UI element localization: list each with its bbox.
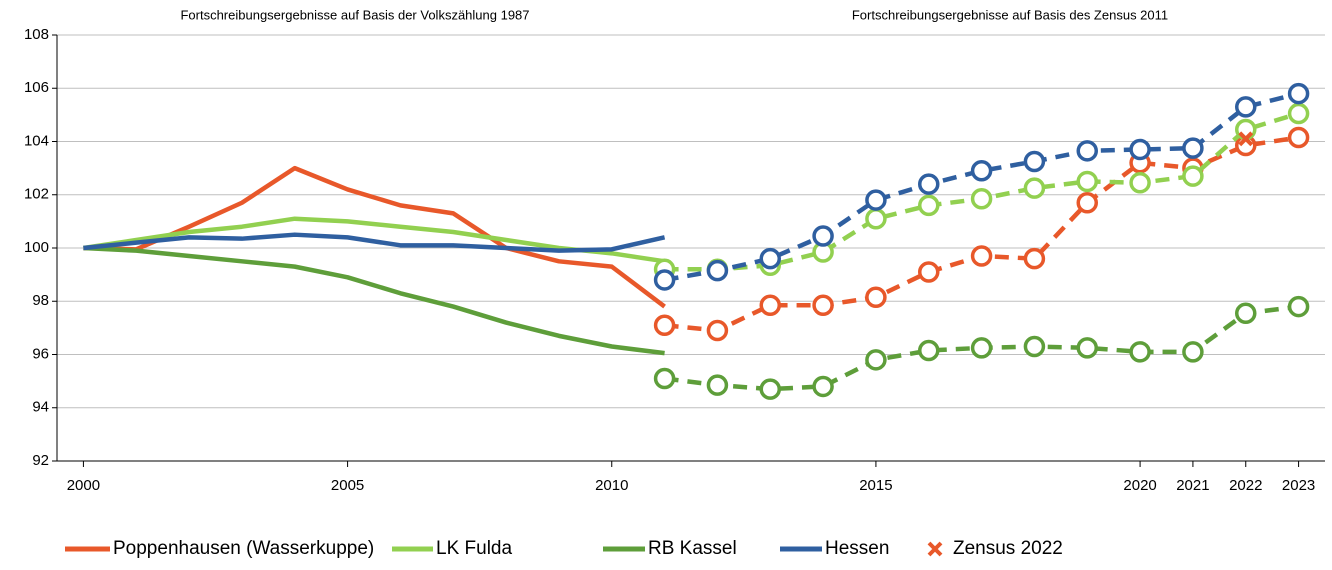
marker (1182, 341, 1204, 363)
marker (812, 375, 834, 398)
marker (706, 374, 729, 396)
x-tick-label: 2020 (1123, 477, 1156, 494)
series-line (83, 245, 665, 356)
marker (918, 173, 940, 195)
series-line (83, 232, 666, 253)
marker (759, 247, 781, 270)
marker (970, 245, 993, 267)
y-tick-label: 100 (24, 239, 49, 256)
marker (865, 207, 887, 230)
marker (653, 269, 676, 291)
x-tick-label: 2015 (859, 477, 892, 494)
marker (1023, 247, 1046, 270)
marker (1235, 96, 1257, 118)
marker (1023, 150, 1046, 173)
marker (812, 294, 834, 316)
x-tick-label: 2021 (1176, 477, 1209, 494)
x-tick-label: 2000 (67, 477, 100, 494)
legend-label: LK Fulda (436, 538, 512, 559)
marker (1076, 191, 1098, 214)
marker (653, 367, 676, 390)
marker (812, 225, 834, 247)
marker (759, 294, 781, 316)
y-tick-label: 92 (32, 452, 49, 469)
marker (1235, 118, 1257, 141)
marker (706, 259, 729, 282)
marker (706, 319, 729, 342)
zensus-marker (1238, 131, 1254, 147)
x-tick-label: 2005 (331, 477, 364, 494)
y-tick-label: 96 (32, 345, 49, 362)
legend-label: Zensus 2022 (953, 538, 1063, 559)
x-tick-label: 2010 (595, 477, 628, 494)
marker (1182, 137, 1204, 159)
marker (865, 349, 887, 371)
marker (1023, 335, 1046, 358)
marker (970, 160, 993, 182)
x-tick-label: 2023 (1282, 477, 1315, 494)
marker (759, 378, 781, 400)
marker (1287, 82, 1310, 105)
y-tick-label: 94 (32, 399, 49, 416)
marker (1076, 140, 1098, 162)
y-tick-label: 108 (24, 26, 49, 43)
marker (865, 286, 887, 309)
legend-swatch (927, 541, 943, 557)
marker (1129, 172, 1151, 194)
y-tick-label: 98 (32, 292, 49, 309)
y-tick-label: 106 (24, 79, 49, 96)
legend-label: Poppenhausen (Wasserkuppe) (113, 538, 374, 559)
marker (1076, 170, 1098, 193)
y-tick-label: 104 (24, 132, 49, 149)
marker (653, 314, 676, 336)
legend-label: RB Kassel (648, 538, 737, 559)
annotation: Fortschreibungsergebnisse auf Basis der … (180, 7, 529, 22)
x-tick-label: 2022 (1229, 477, 1262, 494)
marker (918, 339, 940, 362)
marker (918, 261, 940, 283)
marker (970, 337, 993, 359)
marker (1287, 102, 1310, 125)
marker (1076, 337, 1098, 359)
marker (1235, 302, 1257, 324)
marker (1129, 138, 1151, 161)
marker (1182, 165, 1204, 187)
y-tick-label: 102 (24, 186, 49, 203)
marker (865, 189, 887, 211)
marker (1287, 295, 1310, 318)
legend-label: Hessen (825, 538, 889, 559)
marker (970, 187, 993, 210)
annotation: Fortschreibungsergebnisse auf Basis des … (852, 7, 1168, 22)
marker (1129, 341, 1151, 363)
marker (1287, 126, 1310, 149)
marker (918, 194, 940, 217)
series-line (83, 165, 666, 309)
marker (1023, 177, 1046, 199)
